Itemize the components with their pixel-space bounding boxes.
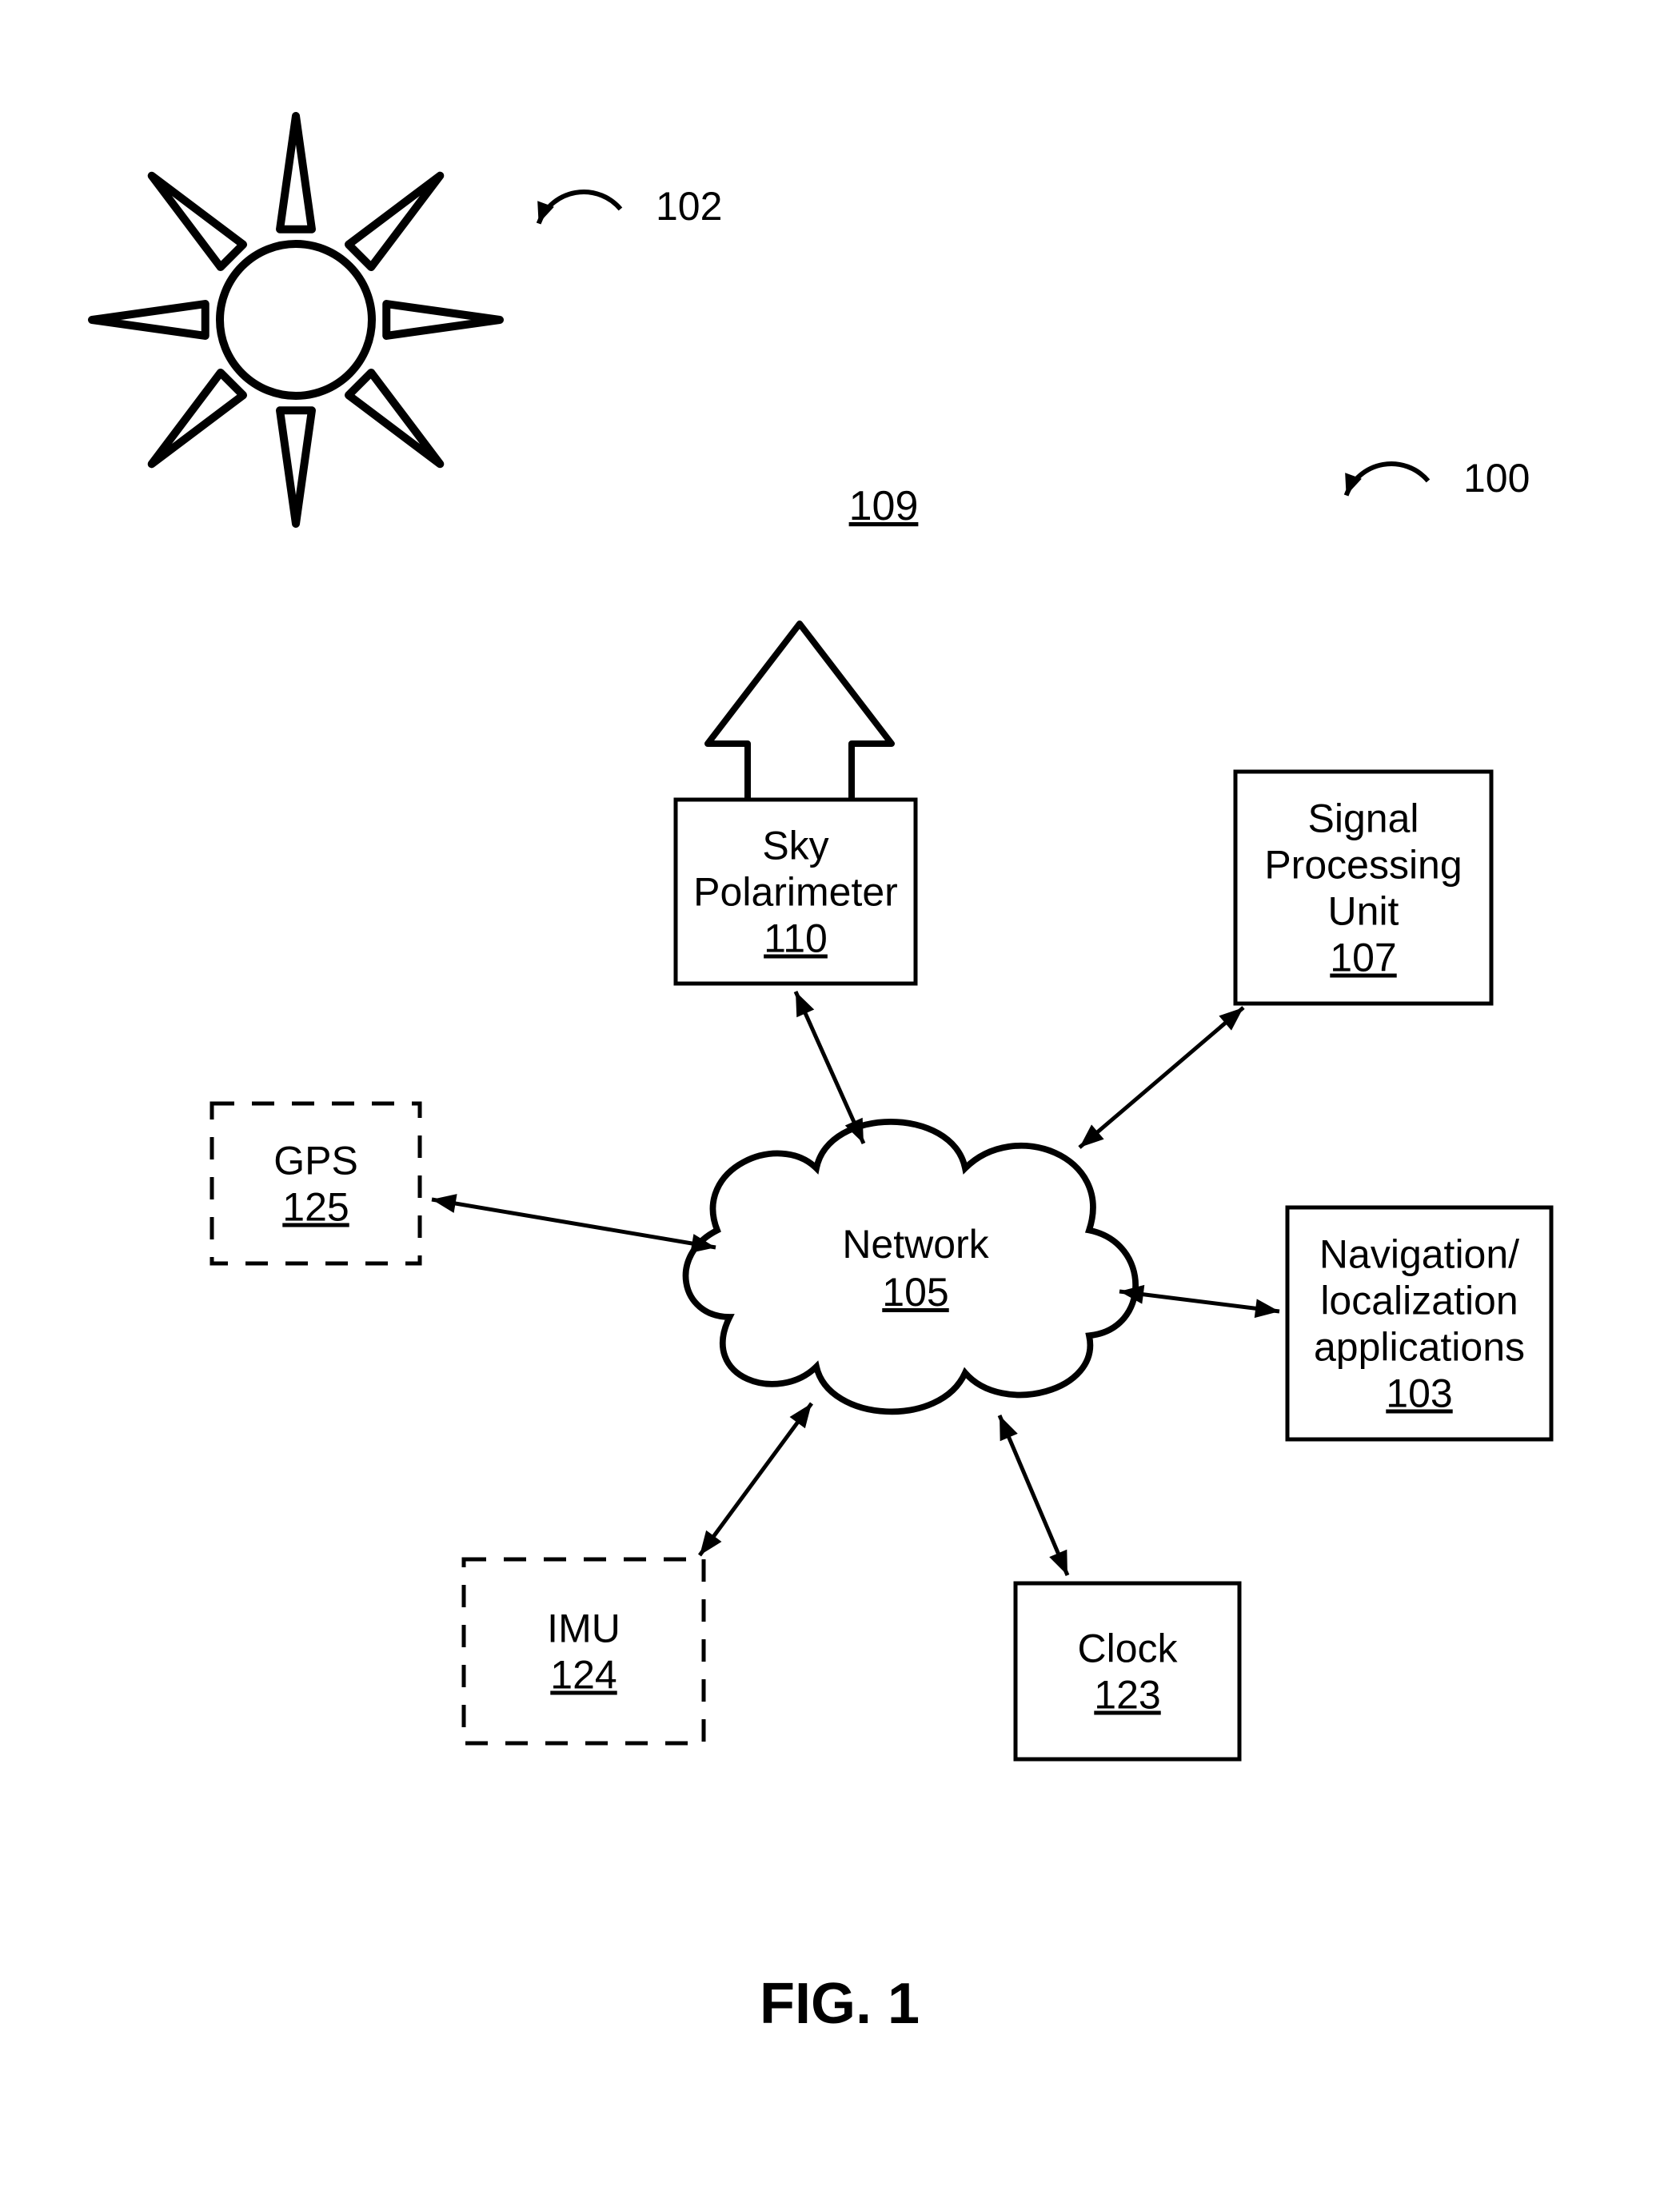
network-cloud [686, 1122, 1136, 1411]
svg-text:GPS: GPS [273, 1139, 358, 1183]
svg-text:Polarimeter: Polarimeter [693, 870, 898, 915]
svg-text:localization: localization [1320, 1279, 1518, 1323]
figure-label: FIG. 1 [760, 1972, 920, 2036]
svg-text:105: 105 [882, 1270, 948, 1315]
svg-text:Clock: Clock [1077, 1626, 1178, 1671]
svg-text:103: 103 [1386, 1371, 1452, 1416]
label-109: 109 [849, 483, 919, 529]
svg-text:124: 124 [550, 1653, 617, 1698]
svg-text:Signal: Signal [1308, 796, 1419, 841]
svg-text:Sky: Sky [762, 824, 828, 868]
svg-text:IMU: IMU [547, 1606, 621, 1651]
svg-text:applications: applications [1314, 1325, 1525, 1370]
svg-text:125: 125 [282, 1185, 349, 1230]
box-nav: Navigation/localizationapplications103 [1287, 1207, 1551, 1439]
svg-text:Unit: Unit [1328, 889, 1399, 934]
box-clock: Clock123 [1016, 1583, 1239, 1759]
box-sky_polarimeter: SkyPolarimeter110 [676, 800, 916, 984]
svg-text:FIG. 1: FIG. 1 [760, 1972, 920, 2036]
svg-text:100: 100 [1463, 456, 1530, 501]
box-spu: SignalProcessingUnit107 [1235, 772, 1491, 1004]
box-gps: GPS125 [212, 1103, 420, 1263]
svg-text:102: 102 [656, 184, 722, 229]
svg-text:Network: Network [842, 1222, 989, 1267]
svg-text:110: 110 [764, 916, 828, 961]
diagram-root: 102 100 109 SkyPolarimeter110 SignalProcessi… [0, 0, 1680, 2199]
svg-text:109: 109 [849, 483, 919, 529]
svg-text:123: 123 [1094, 1673, 1160, 1718]
svg-text:107: 107 [1330, 936, 1396, 980]
sun-icon [92, 116, 500, 524]
svg-text:Navigation/: Navigation/ [1319, 1232, 1519, 1277]
box-imu: IMU124 [464, 1559, 704, 1743]
svg-text:Processing: Processing [1264, 843, 1462, 888]
